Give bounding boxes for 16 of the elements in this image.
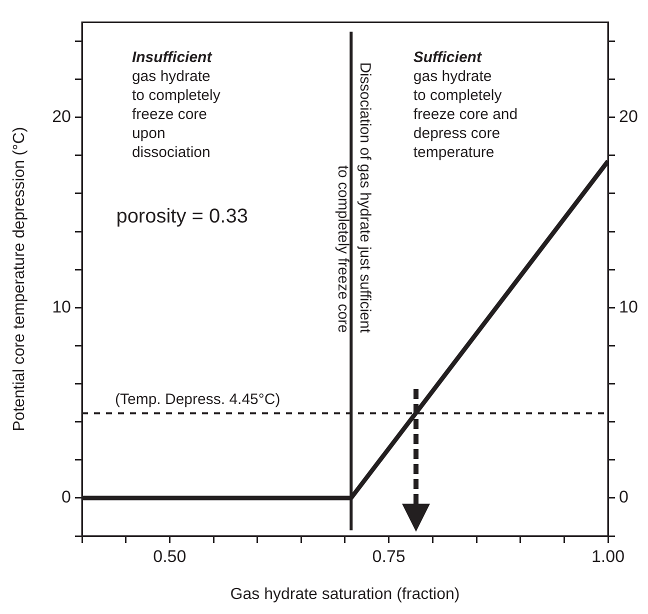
ref-line-label: Dissociation of gas hydrate just sufficient to completely freeze core xyxy=(334,62,374,334)
x-tick-label: 0.50 xyxy=(153,546,186,566)
ref-line-label: (Temp. Depress. 4.45°C) xyxy=(115,390,280,408)
x-tick-label: 1.00 xyxy=(591,546,625,566)
y-axis-title: Potential core temperature depression (°C) xyxy=(11,126,28,432)
y2-tick-label: 20 xyxy=(619,107,638,126)
annotation: porosity = 0.33 xyxy=(116,206,248,228)
y-tick-label: 20 xyxy=(52,107,71,126)
x-axis-title: Gas hydrate saturation (fraction) xyxy=(230,586,460,603)
y-tick-label: 10 xyxy=(52,297,71,316)
y2-tick-label: 0 xyxy=(619,488,628,507)
y-tick-label: 0 xyxy=(62,488,71,507)
annotation: Sufficient gas hydrate to completely freeze core and depress core temperature xyxy=(413,49,518,162)
annotation: Insufficient gas hydrate to completely freeze core upon dissociation xyxy=(132,49,221,162)
x-tick-label: 0.75 xyxy=(372,546,406,566)
y2-tick-label: 10 xyxy=(619,297,638,316)
